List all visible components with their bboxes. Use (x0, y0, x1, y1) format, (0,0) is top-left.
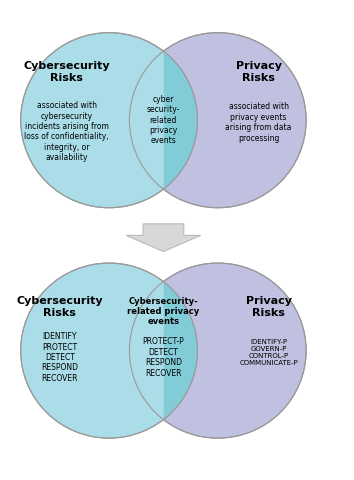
Ellipse shape (130, 33, 306, 208)
Ellipse shape (21, 263, 198, 438)
Text: Cybersecurity
Risks: Cybersecurity Risks (23, 61, 110, 83)
Text: associated with
cybersecurity
incidents arising from
loss of confidentiality,
in: associated with cybersecurity incidents … (24, 101, 109, 162)
Ellipse shape (130, 263, 306, 438)
Text: associated with
privacy events
arising from data
processing: associated with privacy events arising f… (225, 102, 292, 143)
Text: Privacy
Risks: Privacy Risks (235, 61, 281, 83)
Ellipse shape (21, 33, 198, 208)
Text: Cybersecurity
Risks: Cybersecurity Risks (16, 296, 103, 318)
Text: IDENTIFY
PROTECT
DETECT
RESPOND
RECOVER: IDENTIFY PROTECT DETECT RESPOND RECOVER (41, 332, 78, 383)
Text: Privacy
Risks: Privacy Risks (246, 296, 292, 318)
Polygon shape (164, 51, 198, 189)
Text: PROTECT-P
DETECT
RESPOND
RECOVER: PROTECT-P DETECT RESPOND RECOVER (143, 337, 184, 378)
Text: IDENTIFY-P
GOVERN-P
CONTROL-P
COMMUNICATE-P: IDENTIFY-P GOVERN-P CONTROL-P COMMUNICAT… (239, 339, 298, 366)
Polygon shape (126, 224, 201, 252)
Text: Cybersecurity-
related privacy
events: Cybersecurity- related privacy events (127, 297, 200, 326)
Text: cyber
security-
related
privacy
events: cyber security- related privacy events (147, 95, 180, 145)
Polygon shape (164, 282, 198, 420)
